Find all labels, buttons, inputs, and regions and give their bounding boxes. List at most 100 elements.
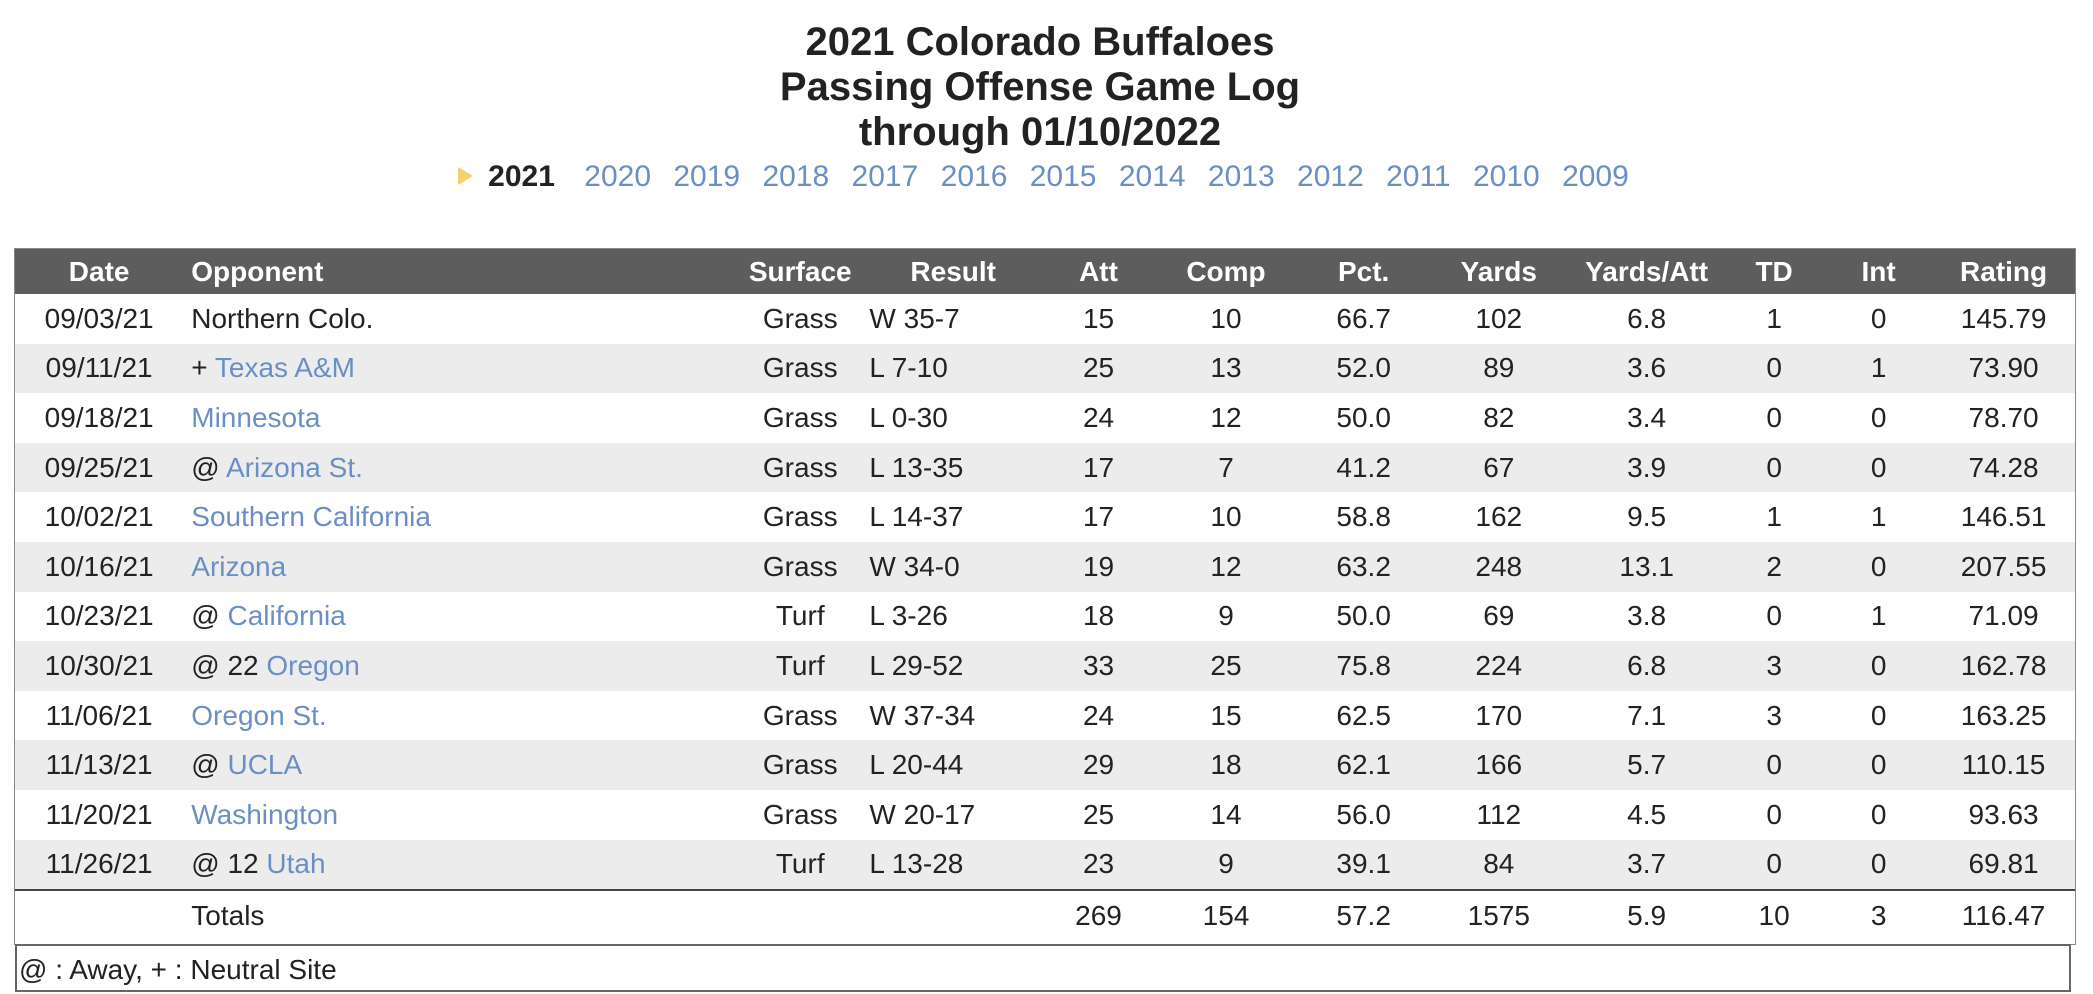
cell-int: 1 bbox=[1825, 591, 1933, 642]
cell-td: 2 bbox=[1723, 541, 1826, 592]
cell-td: 0 bbox=[1723, 591, 1826, 642]
cell-att: 24 bbox=[1044, 393, 1153, 443]
cell-yards: 166 bbox=[1427, 740, 1571, 790]
cell-surface: Grass bbox=[739, 740, 862, 790]
opponent-link[interactable]: Southern California bbox=[191, 501, 431, 533]
cell-surface: Grass bbox=[739, 492, 862, 542]
cell-opponent: Arizona bbox=[183, 541, 740, 592]
cell-ypa: 6.8 bbox=[1570, 294, 1724, 344]
year-link-2019[interactable]: 2019 bbox=[673, 160, 741, 193]
header-result[interactable]: Result bbox=[861, 249, 1045, 294]
cell-pct: 52.0 bbox=[1299, 343, 1428, 394]
opponent-prefix: + bbox=[191, 352, 208, 384]
opponent-link[interactable]: Arizona St. bbox=[225, 451, 363, 483]
cell-td: 0 bbox=[1723, 343, 1826, 394]
header-surface[interactable]: Surface bbox=[739, 249, 862, 294]
header-opponent[interactable]: Opponent bbox=[183, 249, 740, 294]
opponent-link[interactable]: Minnesota bbox=[191, 401, 321, 433]
cell-surface: Grass bbox=[739, 789, 862, 840]
cell-rating: 78.70 bbox=[1932, 393, 2075, 443]
cell-pct: 63.2 bbox=[1299, 541, 1428, 592]
opponent-link[interactable]: Washington bbox=[191, 798, 339, 830]
cell-att: 29 bbox=[1044, 740, 1153, 790]
cell-yards: 224 bbox=[1427, 641, 1571, 691]
cell-pct: 75.8 bbox=[1299, 641, 1428, 691]
opponent-link[interactable]: Texas A&M bbox=[214, 352, 355, 384]
cell-int: 0 bbox=[1825, 294, 1933, 344]
header-int[interactable]: Int bbox=[1825, 249, 1933, 294]
header-comp[interactable]: Comp bbox=[1152, 249, 1300, 294]
cell-yards: 102 bbox=[1427, 294, 1571, 344]
year-link-2015[interactable]: 2015 bbox=[1029, 160, 1097, 193]
cell-td: 1 bbox=[1723, 492, 1826, 542]
cell-date: 09/25/21 bbox=[15, 442, 184, 493]
opponent-link[interactable]: UCLA bbox=[227, 749, 303, 781]
cell-date: 11/06/21 bbox=[15, 690, 184, 741]
cell-att: 19 bbox=[1044, 541, 1153, 592]
cell-int: 0 bbox=[1825, 789, 1933, 840]
year-link-2016[interactable]: 2016 bbox=[940, 160, 1008, 193]
table-row: 11/13/21 @ UCLA Grass L 20-44 29 18 62.1 166 5.7… bbox=[15, 740, 2075, 790]
cell-comp: 14 bbox=[1152, 789, 1300, 840]
cell-rating: 110.15 bbox=[1932, 740, 2075, 790]
title-line-3: through 01/10/2022 bbox=[858, 110, 1222, 154]
cell-td: 3 bbox=[1723, 641, 1826, 691]
cell-surface: Turf bbox=[739, 641, 862, 691]
year-link-2014[interactable]: 2014 bbox=[1118, 160, 1186, 193]
opponent-link[interactable]: Oregon bbox=[266, 649, 360, 681]
cell-opponent: @ Arizona St. bbox=[183, 442, 740, 493]
year-link-2020[interactable]: 2020 bbox=[584, 160, 652, 193]
opponent-prefix: @ 22 bbox=[191, 649, 259, 681]
year-link-2012[interactable]: 2012 bbox=[1297, 160, 1364, 193]
cell-result: L 3-26 bbox=[861, 591, 1045, 642]
year-link-2017[interactable]: 2017 bbox=[851, 160, 919, 193]
opponent-link[interactable]: Arizona bbox=[191, 550, 287, 582]
year-link-2009[interactable]: 2009 bbox=[1562, 160, 1629, 193]
year-selector: 2021 2020 2019 2018 2017 2016 2015 2014 … bbox=[0, 157, 2080, 197]
totals-surface bbox=[739, 889, 862, 942]
cell-pct: 58.8 bbox=[1299, 492, 1428, 542]
year-link-2011[interactable]: 2011 bbox=[1386, 160, 1451, 193]
header-td[interactable]: TD bbox=[1723, 249, 1826, 294]
cell-opponent: Southern California bbox=[183, 492, 740, 542]
cell-int: 1 bbox=[1825, 492, 1933, 542]
cell-pct: 39.1 bbox=[1299, 839, 1428, 891]
cell-date: 11/20/21 bbox=[15, 789, 184, 840]
cell-opponent: @ California bbox=[183, 591, 740, 642]
table-header-row: Date Opponent Surface Result Att Comp Pc… bbox=[15, 249, 2075, 294]
cell-date: 09/11/21 bbox=[15, 343, 184, 394]
header-date[interactable]: Date bbox=[15, 249, 184, 294]
table-row: 10/23/21 @ California Turf L 3-26 18 9 50.0 69 3… bbox=[15, 591, 2075, 642]
year-link-2018[interactable]: 2018 bbox=[762, 160, 830, 193]
cell-surface: Grass bbox=[739, 541, 862, 592]
opponent-link[interactable]: California bbox=[227, 600, 346, 632]
header-att[interactable]: Att bbox=[1044, 249, 1153, 294]
header-ypa[interactable]: Yards/Att bbox=[1570, 249, 1724, 294]
cell-surface: Grass bbox=[739, 343, 862, 394]
year-link-2013[interactable]: 2013 bbox=[1207, 160, 1275, 193]
opponent-link[interactable]: Oregon St. bbox=[191, 699, 327, 731]
cell-yards: 112 bbox=[1427, 789, 1571, 840]
title-line-2: Passing Offense Game Log bbox=[779, 65, 1301, 109]
cell-ypa: 3.7 bbox=[1570, 839, 1724, 891]
cell-ypa: 3.6 bbox=[1570, 343, 1724, 394]
table-row: 10/02/21 Southern California Grass L 14-37 1… bbox=[15, 492, 2075, 542]
year-current: 2021 bbox=[451, 157, 562, 197]
table-row: 11/06/21 Oregon St. Grass W 37-34 24 15 62.5 17… bbox=[15, 690, 2075, 741]
header-pct[interactable]: Pct. bbox=[1299, 249, 1428, 294]
cell-comp: 18 bbox=[1152, 740, 1300, 790]
header-yards[interactable]: Yards bbox=[1427, 249, 1571, 294]
cell-yards: 170 bbox=[1427, 690, 1571, 741]
cell-result: L 29-52 bbox=[861, 641, 1045, 691]
header-rating[interactable]: Rating bbox=[1932, 249, 2075, 294]
arrow-right-icon bbox=[458, 167, 474, 185]
cell-result: L 20-44 bbox=[861, 740, 1045, 790]
cell-comp: 13 bbox=[1152, 343, 1300, 394]
year-link-2010[interactable]: 2010 bbox=[1472, 160, 1540, 193]
cell-date: 10/02/21 bbox=[15, 492, 184, 542]
opponent-link[interactable]: Utah bbox=[266, 848, 326, 880]
cell-rating: 69.81 bbox=[1932, 839, 2075, 891]
cell-opponent: Oregon St. bbox=[183, 690, 740, 741]
cell-pct: 50.0 bbox=[1299, 591, 1428, 642]
cell-yards: 248 bbox=[1427, 541, 1571, 592]
